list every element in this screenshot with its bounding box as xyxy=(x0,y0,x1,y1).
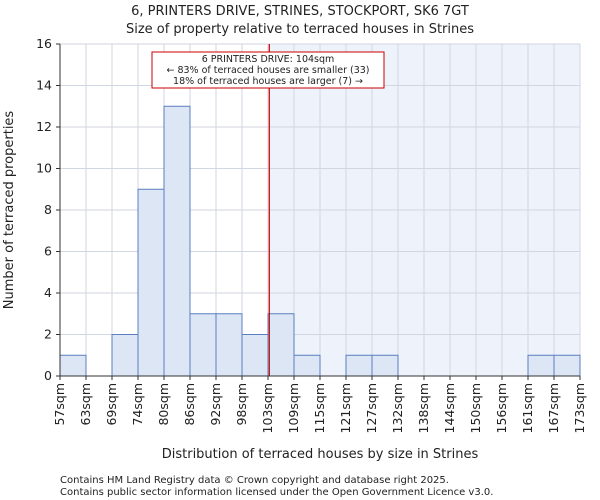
annotation-frame xyxy=(151,51,385,89)
plot-area: 0 2 4 6 8 10 12 14 16 57sqm 63sqm 69sqm 74sqm 80sqm 86… xyxy=(36,36,587,433)
y-tick-label: 4 xyxy=(44,285,52,300)
x-tick-label: 161sqm xyxy=(520,383,535,433)
chart-title: 6, PRINTERS DRIVE, STRINES, STOCKPORT, S… xyxy=(131,4,469,19)
chart-subtitle: Size of property relative to terraced ho… xyxy=(126,22,474,37)
x-tick-label: 115sqm xyxy=(312,383,327,433)
bar xyxy=(241,334,269,377)
x-tick-label: 173sqm xyxy=(572,383,587,433)
x-tick-label: 121sqm xyxy=(338,383,353,433)
x-tick-label: 69sqm xyxy=(104,383,119,426)
y-tick-label: 6 xyxy=(44,244,52,259)
y-tick-label: 0 xyxy=(44,368,52,383)
footer-line-1: Contains HM Land Registry data © Crown c… xyxy=(60,475,449,486)
annotation-line-1: 6 PRINTERS DRIVE: 104sqm xyxy=(202,54,335,65)
annotation-box: 6 PRINTERS DRIVE: 104sqm ← 83% of terrac… xyxy=(151,51,385,89)
x-tick-label: 127sqm xyxy=(364,383,379,433)
x-tick-label: 103sqm xyxy=(260,383,275,433)
y-tick-label: 14 xyxy=(36,78,52,93)
bar xyxy=(189,313,217,377)
y-axis-label: Number of terraced properties xyxy=(2,111,17,310)
y-tick-label: 16 xyxy=(36,36,52,51)
bar xyxy=(163,105,191,377)
bar xyxy=(293,354,321,377)
bar xyxy=(371,354,399,377)
x-tick-label: 92sqm xyxy=(208,383,223,426)
x-tick-label: 109sqm xyxy=(286,383,301,433)
x-tick-label: 138sqm xyxy=(416,383,431,433)
x-tick-label: 57sqm xyxy=(52,383,67,426)
y-tick-label: 12 xyxy=(36,119,52,134)
x-tick-label: 167sqm xyxy=(546,383,561,433)
x-tick-label: 63sqm xyxy=(78,383,93,426)
x-tick-label: 132sqm xyxy=(390,383,405,433)
y-tick-label: 10 xyxy=(36,161,52,176)
footer-line-2: Contains public sector information licen… xyxy=(60,487,493,498)
x-tick-label: 74sqm xyxy=(130,383,145,426)
annotation-line-2: ← 83% of terraced houses are smaller (33… xyxy=(166,65,369,76)
y-tick-label: 8 xyxy=(44,202,52,217)
bar xyxy=(59,354,87,377)
x-tick-label: 144sqm xyxy=(442,383,457,433)
x-tick-label: 98sqm xyxy=(234,383,249,426)
bar xyxy=(111,334,139,377)
x-tick-label: 150sqm xyxy=(468,383,483,433)
bar xyxy=(215,313,243,377)
bar xyxy=(137,188,165,377)
bar xyxy=(553,354,581,377)
y-tick-label: 2 xyxy=(44,327,52,342)
x-tick-label: 80sqm xyxy=(156,383,171,426)
x-tick-label: 156sqm xyxy=(494,383,509,433)
x-tick-label: 86sqm xyxy=(182,383,197,426)
annotation-line-3: 18% of terraced houses are larger (7) → xyxy=(173,76,363,87)
bar xyxy=(527,354,555,377)
bar xyxy=(345,354,373,377)
x-axis-label: Distribution of terraced houses by size … xyxy=(162,447,479,462)
bar xyxy=(267,313,295,377)
